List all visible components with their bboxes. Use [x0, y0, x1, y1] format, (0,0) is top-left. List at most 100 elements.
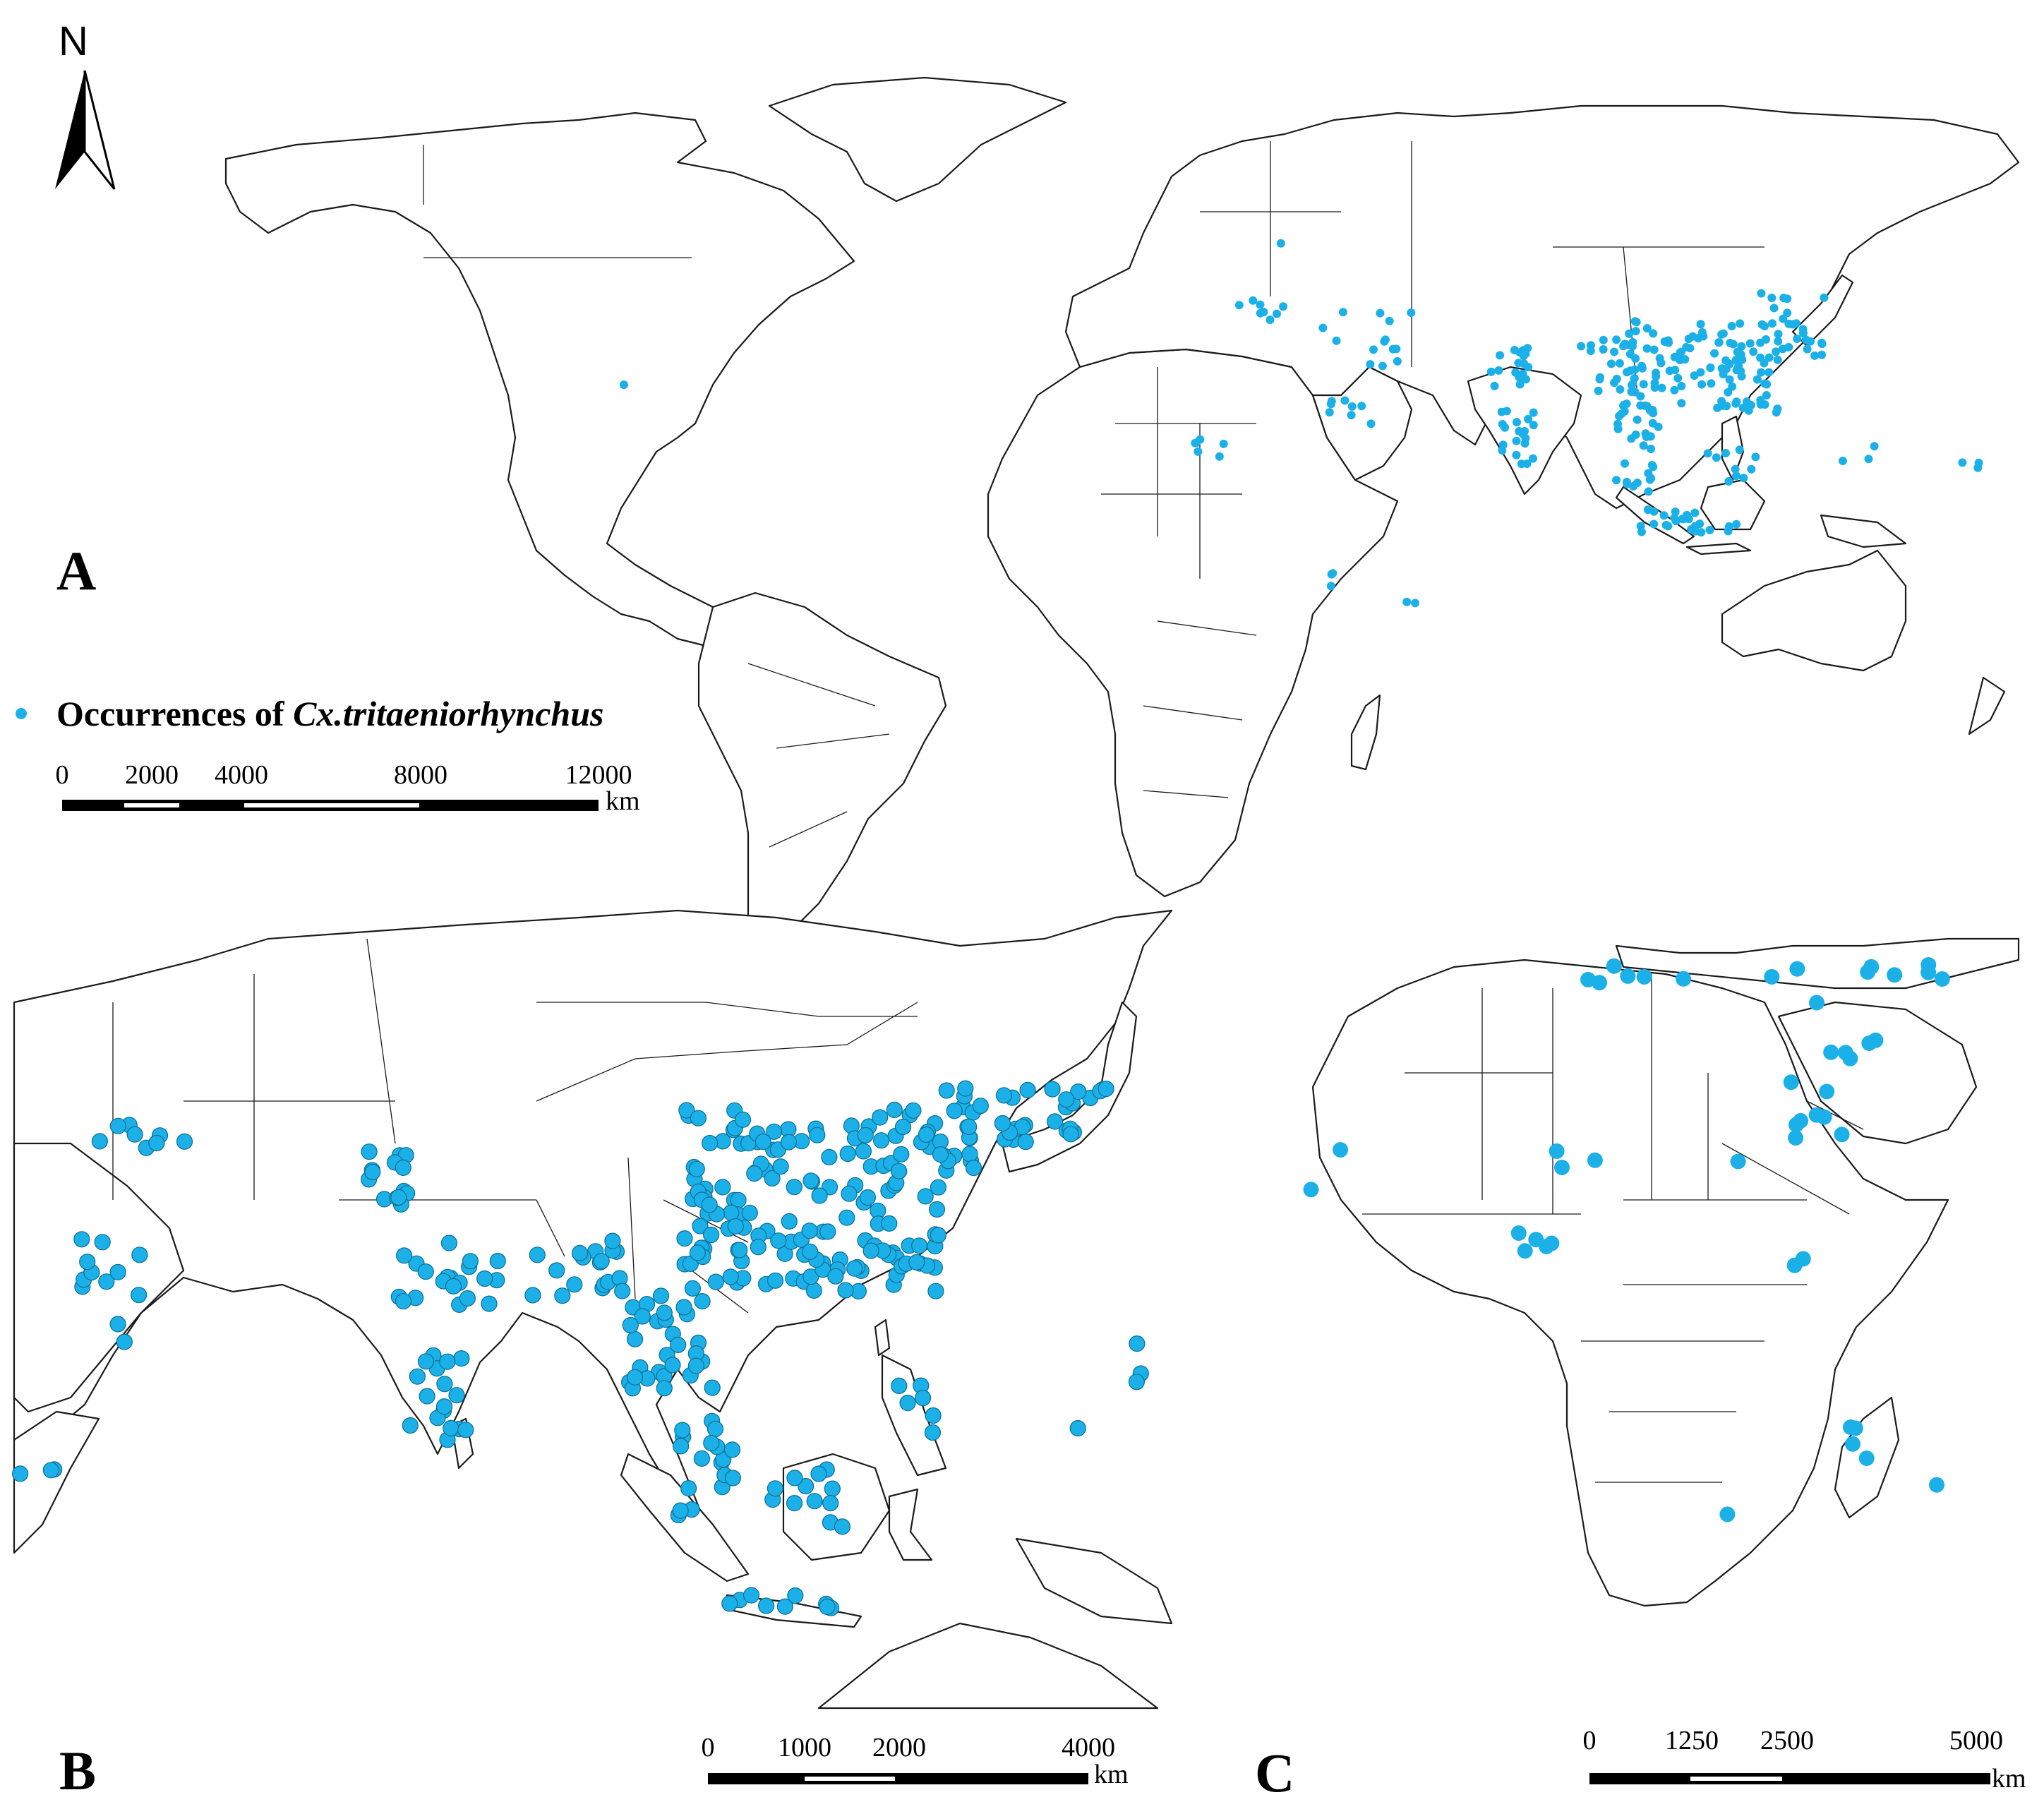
occurrence-point: [722, 1268, 739, 1285]
occurrence-point: [924, 1424, 942, 1441]
occurrence-point: [862, 1242, 879, 1259]
arabia-b-outline: [13, 1142, 185, 1413]
panel-letter-c: C: [1255, 1742, 1294, 1803]
occurrence-point: [899, 1394, 916, 1412]
occurrence-point: [1366, 360, 1375, 369]
occurrence-point: [1098, 1080, 1114, 1098]
occurrence-point: [1731, 471, 1741, 481]
occurrence-point: [1642, 344, 1652, 353]
occurrence-point: [1696, 368, 1705, 377]
occurrence-point: [1381, 335, 1390, 344]
panel-b-asia-map: B 0 1000 2000 4000 km: [13, 909, 1173, 1801]
occurrence-point: [1529, 408, 1538, 417]
occurrence-point: [834, 1518, 851, 1535]
madagascar-outline: [1350, 694, 1381, 771]
occurrence-point: [566, 1276, 583, 1293]
occurrence-point: [838, 1209, 855, 1226]
occurrence-point: [1676, 971, 1692, 987]
occurrence-point: [1510, 1225, 1527, 1241]
occurrence-point: [1606, 958, 1622, 974]
greenland-outline: [768, 76, 1067, 203]
occurrence-point: [714, 1179, 731, 1196]
occurrence-point: [1773, 355, 1782, 364]
occurrence-point: [1647, 461, 1657, 469]
occurrence-point: [1736, 350, 1745, 359]
occurrence-point: [1610, 378, 1619, 388]
occurrence-point: [457, 1422, 474, 1438]
occurrence-point: [723, 1441, 741, 1458]
occurrence-point: [364, 1163, 381, 1181]
legend-prefix: Occurrences of: [56, 694, 293, 733]
occurrence-point: [672, 1438, 690, 1455]
occurrence-point: [1721, 449, 1730, 457]
occurrence-point: [1619, 342, 1628, 351]
occurrence-point: [656, 1380, 673, 1397]
occurrence-point: [1808, 1107, 1824, 1123]
occurrence-point: [1623, 479, 1632, 488]
occurrence-point: [1870, 442, 1879, 451]
occurrence-point: [1677, 382, 1686, 390]
occurrence-point: [772, 1158, 789, 1175]
occurrence-point: [1772, 347, 1781, 356]
scalebar-c-bar: [1589, 1773, 1990, 1784]
occurrence-point: [908, 1254, 925, 1271]
occurrence-point: [1725, 375, 1734, 384]
occurrence-point: [1929, 1477, 1944, 1493]
occurrence-point: [42, 1462, 59, 1479]
occurrence-point: [910, 1237, 928, 1254]
occurrence-points-b: [12, 1080, 1149, 1616]
occurrence-point: [1554, 1160, 1570, 1175]
occurrence-point: [614, 1283, 631, 1299]
occurrence-point: [918, 1126, 935, 1143]
legend-species: Cx.tritaeniorhynchus: [293, 694, 603, 733]
occurrence-point: [1490, 381, 1499, 390]
occurrence-point: [554, 1287, 571, 1304]
occurrence-point: [1626, 341, 1635, 350]
occurrence-point: [822, 1495, 839, 1512]
occurrence-point: [693, 1450, 711, 1467]
occurrence-point: [1599, 335, 1608, 344]
scalebar-b: 0 1000 2000 4000 km: [702, 1733, 1129, 1789]
scalebar-b-bar: [708, 1773, 1088, 1784]
occurrence-point: [1645, 475, 1654, 484]
occurrence-point: [1705, 525, 1714, 534]
occurrence-point: [1868, 1032, 1884, 1048]
north-arrow: N: [55, 18, 116, 190]
occurrence-point: [1756, 353, 1765, 362]
occurrence-point: [1392, 344, 1401, 354]
occurrence-point: [1751, 452, 1760, 462]
occurrence-point: [1801, 335, 1810, 344]
occurrence-point: [810, 1465, 827, 1482]
occurrence-point: [1256, 300, 1265, 309]
occurrence-point: [1749, 347, 1758, 356]
java-outline: [1685, 542, 1752, 555]
occurrence-point: [619, 380, 628, 390]
occurrence-point: [914, 1389, 932, 1407]
occurrence-point: [797, 1477, 814, 1495]
occurrence-point: [766, 1480, 784, 1497]
occurrence-points-a: [619, 239, 1983, 608]
occurrence-point: [419, 1388, 435, 1405]
occurrence-point: [1058, 1091, 1075, 1108]
occurrence-point: [1633, 479, 1642, 487]
occurrence-point: [927, 1283, 944, 1299]
occurrence-point: [731, 1242, 748, 1259]
occurrence-point: [886, 1101, 903, 1119]
country-borders-a: [423, 141, 1765, 848]
occurrence-point: [131, 1247, 148, 1263]
occurrence-point: [1860, 964, 1876, 980]
occurrence-point: [1650, 378, 1659, 388]
occurrence-point: [1769, 304, 1779, 313]
occurrence-point: [1612, 476, 1621, 485]
occurrence-point: [1974, 458, 1983, 467]
occurrence-point: [746, 1165, 763, 1182]
occurrence-point: [1637, 527, 1646, 536]
occurrence-point: [626, 1331, 644, 1347]
occurrence-point: [1515, 380, 1525, 389]
occurrence-point: [893, 1146, 910, 1163]
scalebar-b-tick-2000: 2000: [872, 1733, 926, 1762]
scalebar-a: 0 2000 4000 8000 12000 km: [56, 760, 640, 816]
occurrence-point: [802, 1172, 819, 1189]
occurrence-point: [894, 1118, 912, 1136]
occurrence-point: [1630, 374, 1639, 383]
